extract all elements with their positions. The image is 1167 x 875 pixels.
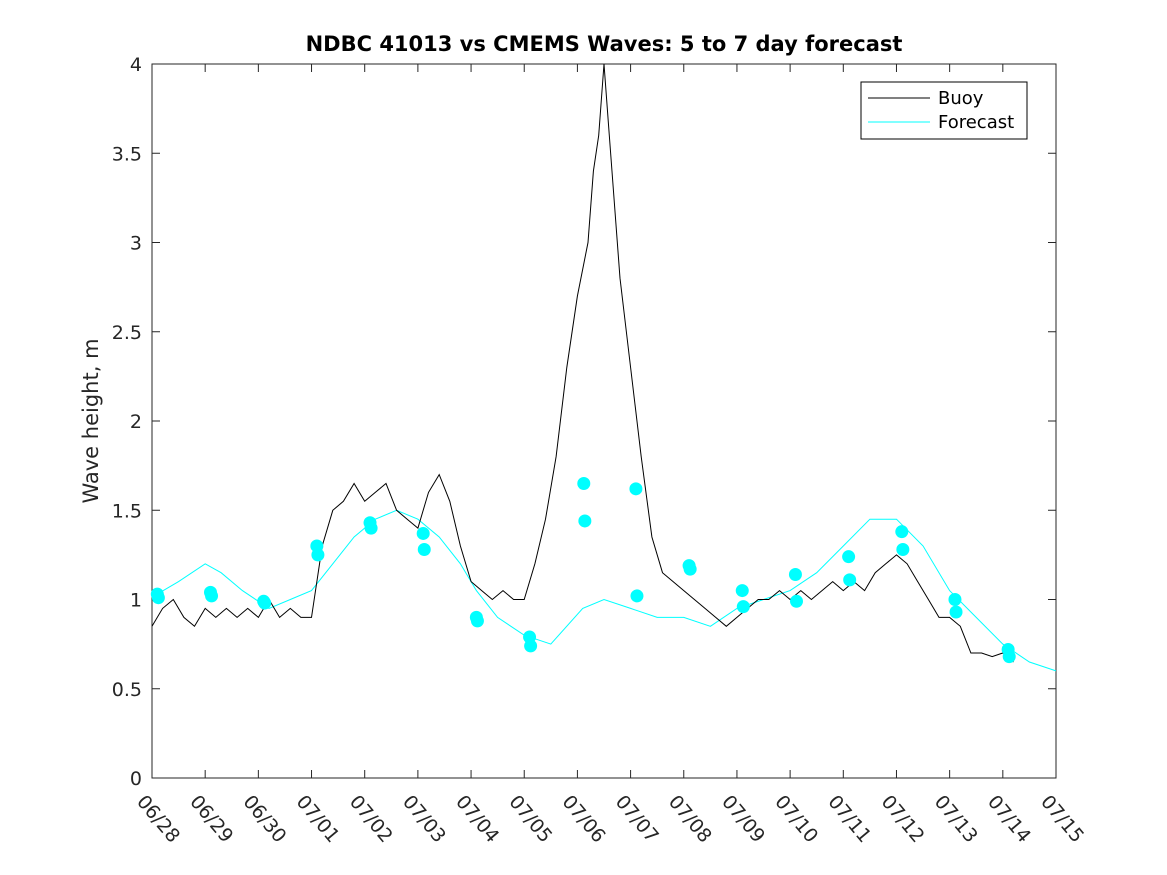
forecast-marker [630,589,644,603]
y-tick-label: 3 [130,233,142,255]
forecast-marker [1002,650,1016,664]
y-tick-label: 1 [130,590,142,612]
forecast-marker [843,573,857,587]
forecast-marker [417,543,431,557]
forecast-marker [151,591,165,605]
forecast-marker [788,568,802,582]
y-axis-ticks: 0 0.5 1 1.5 2 2.5 3 3.5 4 [112,54,1056,790]
legend-forecast-label: Forecast [938,112,1014,133]
legend-box [860,81,1028,140]
forecast-marker [683,562,697,576]
forecast-marker [205,589,219,603]
forecast-marker [735,584,749,598]
series-layer [150,63,1057,672]
forecast-marker [842,550,856,564]
forecast-marker [311,548,325,562]
y-tick-label: 2 [130,411,142,433]
y-tick-label: 1.5 [112,500,142,522]
forecast-marker [258,596,272,610]
forecast-marker [736,600,750,614]
forecast-marker [364,521,378,535]
forecast-marker [524,639,538,653]
y-tick-label: 0.5 [112,679,142,701]
forecast-marker [895,525,909,539]
forecast-marker [578,514,592,528]
forecast-marker [629,482,643,496]
forecast-marker [577,476,591,490]
forecast-line [157,509,1057,672]
forecast-marker [789,594,803,608]
forecast-marker [416,526,430,540]
buoy-line [151,63,1014,663]
legend: Buoy Forecast [860,81,1028,140]
y-tick-label: 2.5 [112,322,142,344]
legend-buoy-label: Buoy [938,88,984,109]
chart-title: NDBC 41013 vs CMEMS Waves: 5 to 7 day fo… [306,32,903,56]
y-tick-label: 0 [130,768,142,790]
y-tick-label: 4 [130,54,142,76]
y-axis-label: Wave height, m [79,338,103,503]
forecast-marker [896,543,910,557]
forecast-marker [470,614,484,628]
forecast-marker [949,605,963,619]
forecast-marker [948,593,962,606]
y-tick-label: 3.5 [112,143,142,165]
